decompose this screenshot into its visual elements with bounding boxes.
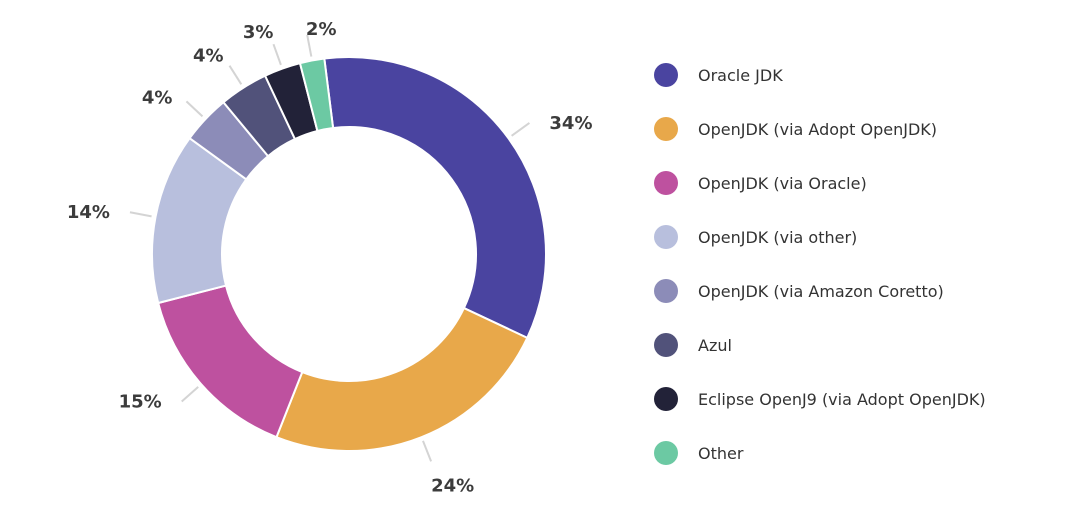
legend-swatch-icon [654, 279, 678, 303]
slice-other [298, 57, 335, 133]
legend-swatch-icon [654, 117, 678, 141]
legend-label: OpenJDK (via Oracle) [698, 173, 867, 193]
legend-item-openjdk-via-adopt-openjdk: OpenJDK (via Adopt OpenJDK) [654, 102, 986, 156]
legend-label: OpenJDK (via Amazon Coretto) [698, 281, 944, 301]
legend-item-azul: Azul [654, 318, 986, 372]
pct-label-openjdk-via-other: 14% [67, 202, 110, 223]
slice-oracle-jdk [323, 56, 547, 340]
legend-swatch-icon [654, 441, 678, 465]
legend-label: Oracle JDK [698, 65, 783, 85]
legend-label: Azul [698, 335, 732, 355]
legend-swatch-icon [654, 225, 678, 249]
leader-line-openjdk-via-other [129, 211, 152, 218]
leader-line-other [306, 34, 313, 57]
donut-svg: 34% 24% 15% 14% 4% 4% 3% 2% [67, 19, 593, 496]
leader-line-openjdk-via-adopt-openjdk [422, 440, 433, 462]
leader-line-eclipse-openj9-via-adopt-openjdk [272, 43, 282, 66]
legend-item-openjdk-via-amazon-coretto: OpenJDK (via Amazon Coretto) [654, 264, 986, 318]
legend-swatch-icon [654, 63, 678, 87]
pct-label-openjdk-via-oracle: 15% [119, 391, 162, 412]
slice-openjdk-via-adopt-openjdk [275, 306, 529, 452]
legend-item-eclipse-openj9-via-adopt-openjdk: Eclipse OpenJ9 (via Adopt OpenJDK) [654, 372, 986, 426]
legend-label: Other [698, 443, 744, 463]
pct-label-other: 2% [306, 19, 337, 40]
legend-swatch-icon [654, 333, 678, 357]
pct-label-oracle-jdk: 34% [549, 113, 592, 134]
pct-label-eclipse-openj9-via-adopt-openjdk: 3% [243, 22, 274, 43]
legend: Oracle JDK OpenJDK (via Adopt OpenJDK) Ope… [654, 48, 986, 480]
leader-line-openjdk-via-amazon-coretto [185, 100, 204, 118]
pct-label-openjdk-via-amazon-coretto: 4% [142, 87, 173, 108]
pct-label-openjdk-via-adopt-openjdk: 24% [431, 475, 474, 496]
legend-label: Eclipse OpenJ9 (via Adopt OpenJDK) [698, 389, 986, 409]
legend-label: OpenJDK (via other) [698, 227, 858, 247]
legend-item-openjdk-via-oracle: OpenJDK (via Oracle) [654, 156, 986, 210]
legend-swatch-icon [654, 171, 678, 195]
pct-label-azul: 4% [193, 46, 224, 67]
legend-item-oracle-jdk: Oracle JDK [654, 48, 986, 102]
legend-item-other: Other [654, 426, 986, 480]
legend-item-openjdk-via-other: OpenJDK (via other) [654, 210, 986, 264]
leader-line-oracle-jdk [511, 122, 530, 137]
legend-swatch-icon [654, 387, 678, 411]
leader-line-openjdk-via-oracle [181, 386, 199, 403]
legend-label: OpenJDK (via Adopt OpenJDK) [698, 119, 938, 139]
slice-openjdk-via-oracle [156, 284, 304, 439]
leader-line-azul [228, 65, 243, 85]
